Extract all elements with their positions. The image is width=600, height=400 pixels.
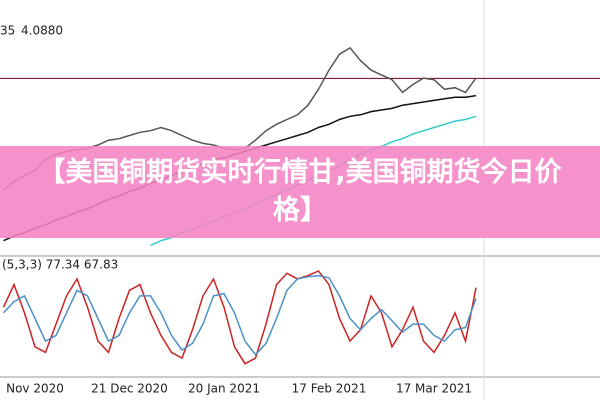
series-line — [2, 274, 477, 356]
banner: 【美国铜期货实时行情甘,美国铜期货今日价格】 — [0, 146, 600, 238]
indicator-label: (5,3,3) 77.34 67.83 — [2, 258, 118, 272]
x-tick-label: Nov 2020 — [6, 382, 64, 396]
banner-title: 【美国铜期货实时行情甘,美国铜期货今日价格】 — [38, 157, 562, 226]
reference-label: 4.0880 — [21, 24, 63, 38]
x-tick-label: 17 Mar 2021 — [396, 382, 472, 396]
price-prefix: 35 — [0, 24, 15, 38]
x-tick-label: 17 Feb 2021 — [292, 382, 367, 396]
x-tick-label: 21 Dec 2020 — [91, 382, 168, 396]
x-tick-label: 20 Jan 2021 — [188, 382, 260, 396]
